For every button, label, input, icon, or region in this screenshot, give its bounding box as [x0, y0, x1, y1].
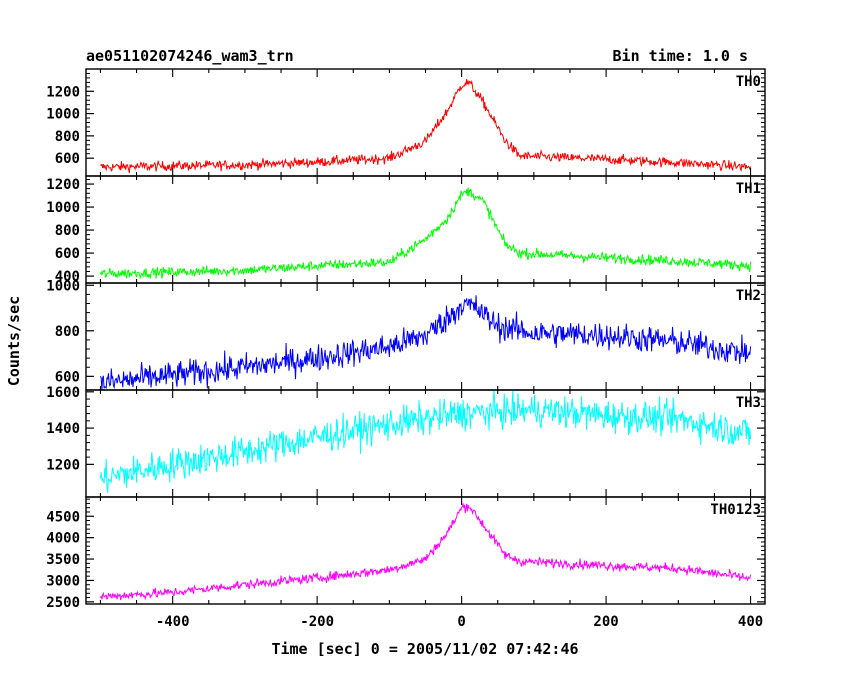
panel-label-th2: TH2 — [736, 288, 761, 304]
y-tick-label: 1200 — [46, 457, 80, 473]
y-tick-label: 3000 — [46, 573, 80, 589]
series-th0123-line — [100, 502, 752, 601]
panel-th3: 1200 1400 1600 TH3 — [46, 385, 766, 498]
chart-title: ae051102074246_wam3_trn — [86, 47, 294, 65]
x-axis-label: Time [sec] 0 = 2005/11/02 07:42:46 — [271, 640, 578, 658]
y-tick-label: 400 — [55, 269, 80, 285]
y-tick-label: 2500 — [46, 595, 80, 611]
y-tick-label: 1000 — [46, 278, 80, 294]
y-tick-label: 600 — [55, 369, 80, 385]
panel-th2: 600 800 1000 TH2 — [46, 278, 766, 391]
panel-label-th3: TH3 — [736, 395, 761, 411]
y-tick-label: 3500 — [46, 552, 80, 568]
series-th3-line — [99, 390, 752, 493]
y-tick-label: 1000 — [46, 200, 80, 216]
panel-th0123: 2500 3000 3500 4000 4500 TH0123 — [46, 496, 766, 611]
y-tick-label: 1000 — [46, 107, 80, 123]
y-tick-label: 800 — [55, 223, 80, 239]
panel-frame — [85, 496, 766, 605]
panel-frame — [85, 389, 766, 498]
y-tick-label: 1400 — [46, 421, 80, 437]
panel-label-th0: TH0 — [736, 74, 761, 90]
y-tick-label: 4500 — [46, 509, 80, 525]
y-tick-label: 800 — [55, 324, 80, 340]
y-tick-label: 600 — [55, 246, 80, 262]
panel-th1: 400 600 800 1000 1200 TH1 — [46, 175, 766, 285]
series-th0-line — [100, 79, 752, 174]
x-tick-label: -400 — [156, 614, 190, 630]
x-tick-label: 400 — [738, 614, 763, 630]
y-tick-label: 800 — [55, 129, 80, 145]
y-tick-label: 1200 — [46, 177, 80, 193]
panel-frame — [85, 175, 766, 284]
series-th1-line — [99, 187, 752, 280]
y-tick-label: 600 — [55, 151, 80, 167]
y-tick-label: 4000 — [46, 531, 80, 547]
panel-th0: 600 800 1000 1200 TH0 — [46, 68, 766, 177]
y-tick-label: 1200 — [46, 84, 80, 100]
series-th2-line — [99, 295, 752, 390]
x-tick-label: 200 — [593, 614, 618, 630]
x-tick-label: -200 — [300, 614, 334, 630]
panels-group: 600 800 1000 1200 TH0 400 600 800 1000 1200 TH1 600… — [46, 68, 766, 611]
y-tick-label: 1600 — [46, 385, 80, 401]
x-axis: -400 -200 0 200 400 — [156, 614, 763, 630]
bin-time-label: Bin time: 1.0 s — [613, 47, 748, 65]
y-axis-label: Counts/sec — [5, 296, 23, 386]
x-tick-label: 0 — [457, 614, 465, 630]
panel-label-th0123: TH0123 — [710, 502, 761, 518]
panel-label-th1: TH1 — [736, 181, 761, 197]
